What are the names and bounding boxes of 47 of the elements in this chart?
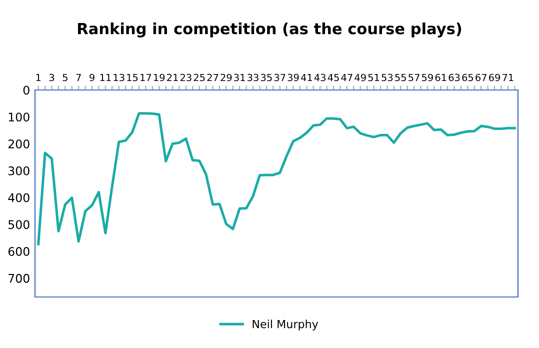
y-tick-label: 300	[8, 166, 30, 176]
x-tick-label: 39	[288, 74, 299, 82]
x-tick-label: 41	[300, 74, 312, 82]
y-tick-label: 100	[8, 112, 30, 122]
x-tick-label: 59	[422, 74, 433, 82]
chart-title: Ranking in competition (as the course plays)	[78, 22, 462, 38]
x-tick-label: 5	[62, 74, 68, 82]
x-tick-label: 63	[448, 74, 460, 82]
x-tick-label: 33	[248, 74, 258, 82]
x-tick-label: 3	[49, 74, 54, 82]
x-tick-label: 43	[314, 74, 326, 82]
x-tick-label: 57	[408, 74, 420, 82]
x-tick-label: 67	[476, 74, 486, 82]
x-tick-label: 1	[36, 74, 41, 82]
x-tick-label: 45	[328, 74, 339, 82]
x-tick-label: 17	[140, 74, 152, 82]
legend-label: Neil Murphy	[252, 320, 318, 330]
x-tick-label: 9	[90, 74, 94, 82]
line-series	[37, 112, 516, 246]
x-tick-label: 31	[234, 74, 245, 82]
x-tick-label: 27	[207, 74, 218, 82]
y-tick-label: 400	[8, 193, 30, 202]
x-tick-label: 47	[341, 74, 352, 82]
x-tick-label: 23	[180, 74, 192, 82]
y-tick-label: 0	[23, 86, 30, 95]
x-tick-label: 29	[220, 74, 232, 82]
y-tick-label: 500	[8, 220, 30, 230]
x-tick-label: 49	[354, 74, 366, 82]
x-tick-label: 69	[489, 74, 500, 82]
x-tick-label: 21	[167, 74, 178, 82]
x-tick-label: 55	[395, 74, 406, 82]
x-tick-label: 7	[76, 74, 81, 82]
y-tick-label: 200	[8, 139, 30, 148]
x-tick-label: 53	[382, 74, 393, 82]
x-tick-label: 35	[260, 74, 272, 82]
x-tick-label: 51	[368, 74, 380, 82]
x-tick-label: 61	[435, 74, 446, 82]
x-tick-label: 19	[154, 74, 165, 82]
x-tick-label: 25	[194, 74, 205, 82]
y-tick-label: 700	[8, 274, 30, 283]
x-tick-label: 37	[274, 74, 286, 82]
x-tick-label: 71	[502, 74, 514, 82]
y-tick-label: 600	[8, 247, 30, 256]
x-tick-label: 11	[100, 74, 111, 82]
x-tick-label: 15	[127, 74, 138, 82]
x-tick-label: 65	[462, 74, 474, 82]
x-tick-label: 13	[114, 74, 124, 82]
